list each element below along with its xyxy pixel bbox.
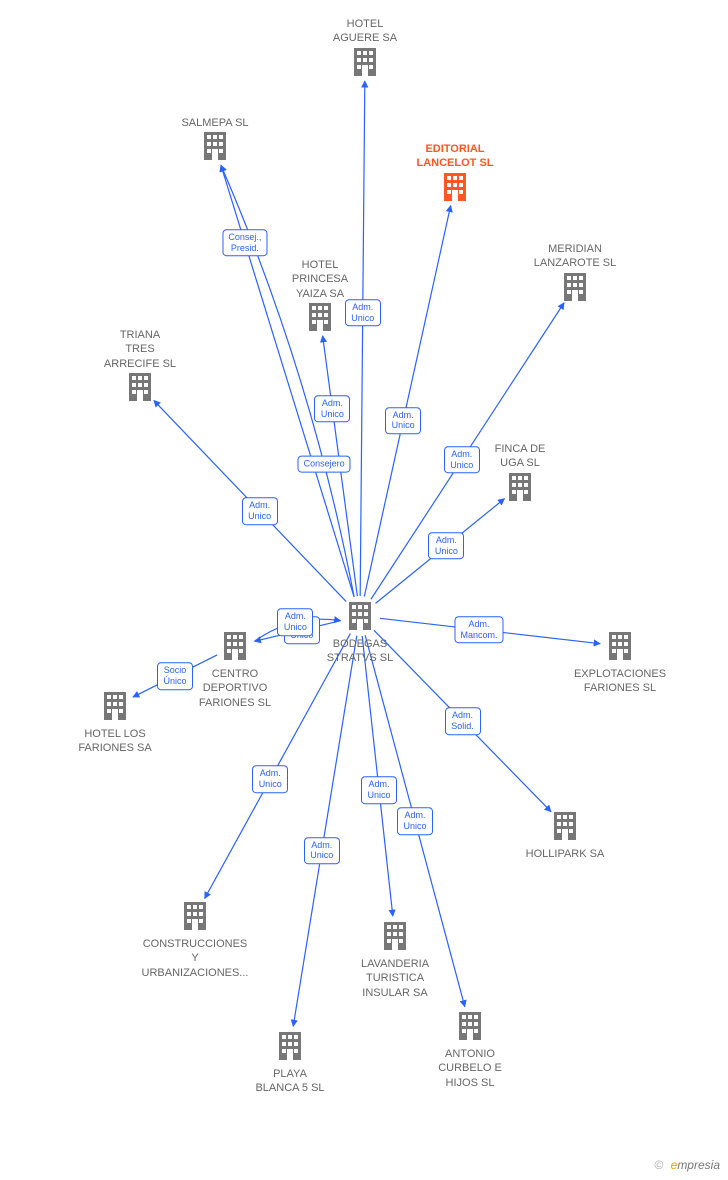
edge-label: Adm.Unico [242,497,278,525]
node-construc[interactable]: CONSTRUCCIONESYURBANIZACIONES... [135,900,255,980]
node-lavand[interactable]: LAVANDERIATURISTICAINSULAR SA [335,920,455,1000]
building-icon [351,46,379,78]
node-hotelfar[interactable]: HOTEL LOSFARIONES SA [55,690,175,756]
building-icon [456,1010,484,1042]
edge-label: Consejero [298,456,351,473]
node-label: SALMEPA SL [155,116,275,130]
node-salmepa[interactable]: SALMEPA SL [155,116,275,167]
node-centro[interactable]: CENTRODEPORTIVOFARIONES SL [175,630,295,710]
node-explot[interactable]: EXPLOTACIONESFARIONES SL [560,630,680,696]
node-label: MERIDIANLANZAROTE SL [515,242,635,271]
building-icon [606,630,634,662]
node-editorial[interactable]: EDITORIALLANCELOT SL [395,142,515,208]
edges-layer [0,0,728,1180]
edge-label: Adm.Unico [444,446,480,474]
building-icon [221,630,249,662]
building-icon [181,900,209,932]
building-icon [561,271,589,303]
node-label: HOTELPRINCESAYAIZA SA [260,258,380,301]
node-hollipark[interactable]: HOLLIPARK SA [505,810,625,861]
edge-label: Adm.Unico [345,299,381,327]
building-icon [126,371,154,403]
node-label: TRIANATRESARRECIFE SL [80,328,200,371]
copyright-symbol: © [654,1158,663,1172]
node-meridian[interactable]: MERIDIANLANZAROTE SL [515,242,635,308]
node-label: HOLLIPARK SA [505,847,625,861]
edge-label: Adm.Unico [385,407,421,435]
edge-label: Adm.Unico [277,608,313,636]
building-icon [276,1030,304,1062]
footer-copyright: © empresia [654,1158,720,1172]
building-icon [381,920,409,952]
edge-label: Adm.Solid. [445,707,481,735]
edge-label: SocioÚnico [157,662,193,690]
edge-label: Adm.Unico [304,837,340,865]
node-label: LAVANDERIATURISTICAINSULAR SA [335,957,455,1000]
node-label: EDITORIALLANCELOT SL [395,142,515,171]
building-icon [201,130,229,162]
edge-label: Adm.Unico [252,765,288,793]
node-label: PLAYABLANCA 5 SL [230,1067,350,1096]
edge-label: Adm.Unico [314,395,350,423]
diagram-canvas: BODEGASSTRATVS SLHOTELAGUERE SA SALMEPA … [0,0,728,1180]
building-icon [441,171,469,203]
edge-label: Adm.Unico [428,532,464,560]
node-label: CONSTRUCCIONESYURBANIZACIONES... [135,937,255,980]
node-antonio[interactable]: ANTONIOCURBELO EHIJOS SL [410,1010,530,1090]
edge-label: Adm.Mancom. [454,616,503,644]
building-icon [506,471,534,503]
brand-rest: mpresia [677,1158,720,1172]
node-playa[interactable]: PLAYABLANCA 5 SL [230,1030,350,1096]
building-icon [306,301,334,333]
building-icon [101,690,129,722]
edge-label: Consej.,Presid. [222,229,267,257]
node-label: CENTRODEPORTIVOFARIONES SL [175,667,295,710]
edge-label: Adm.Unico [361,776,397,804]
node-hotel_aguere[interactable]: HOTELAGUERE SA [305,17,425,83]
building-icon [551,810,579,842]
node-label: EXPLOTACIONESFARIONES SL [560,667,680,696]
node-label: HOTEL LOSFARIONES SA [55,727,175,756]
edge-label: Adm.Unico [397,807,433,835]
node-label: ANTONIOCURBELO EHIJOS SL [410,1047,530,1090]
node-label: HOTELAGUERE SA [305,17,425,46]
node-triana[interactable]: TRIANATRESARRECIFE SL [80,328,200,408]
building-icon [346,600,374,632]
